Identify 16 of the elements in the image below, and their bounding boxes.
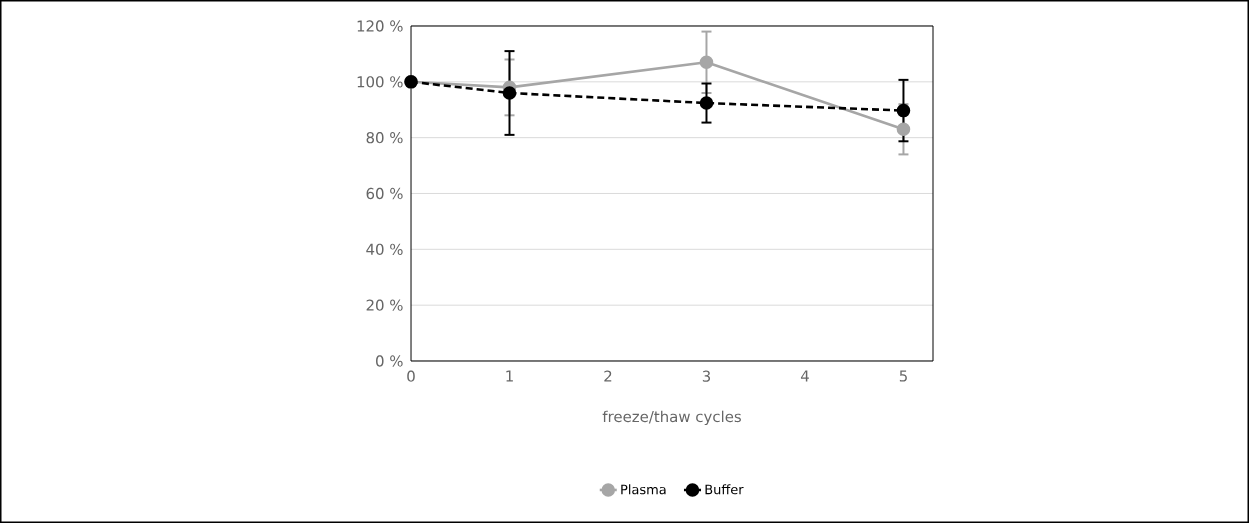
y-tick-label: 100 %: [357, 76, 403, 88]
x-tick-label: 5: [899, 370, 907, 382]
legend-label: Plasma: [621, 484, 666, 495]
x-tick-label: 1: [506, 370, 513, 382]
y-tick-label: 40 %: [366, 243, 403, 255]
x-tick-label: 4: [800, 370, 809, 382]
legend-label: Buffer: [705, 484, 744, 495]
y-tick-label: 80 %: [366, 132, 403, 144]
y-tick-label: 0 %: [376, 355, 403, 367]
y-tick-label: 20 %: [366, 299, 403, 311]
x-tick-label: 0: [407, 370, 415, 382]
y-tick-label: 60 %: [366, 187, 403, 200]
y-tick-label: 120 %: [357, 20, 403, 32]
x-axis-title: freeze/thaw cycles: [602, 410, 741, 426]
x-tick-label: 2: [604, 370, 612, 382]
x-tick-label: 3: [702, 370, 711, 382]
